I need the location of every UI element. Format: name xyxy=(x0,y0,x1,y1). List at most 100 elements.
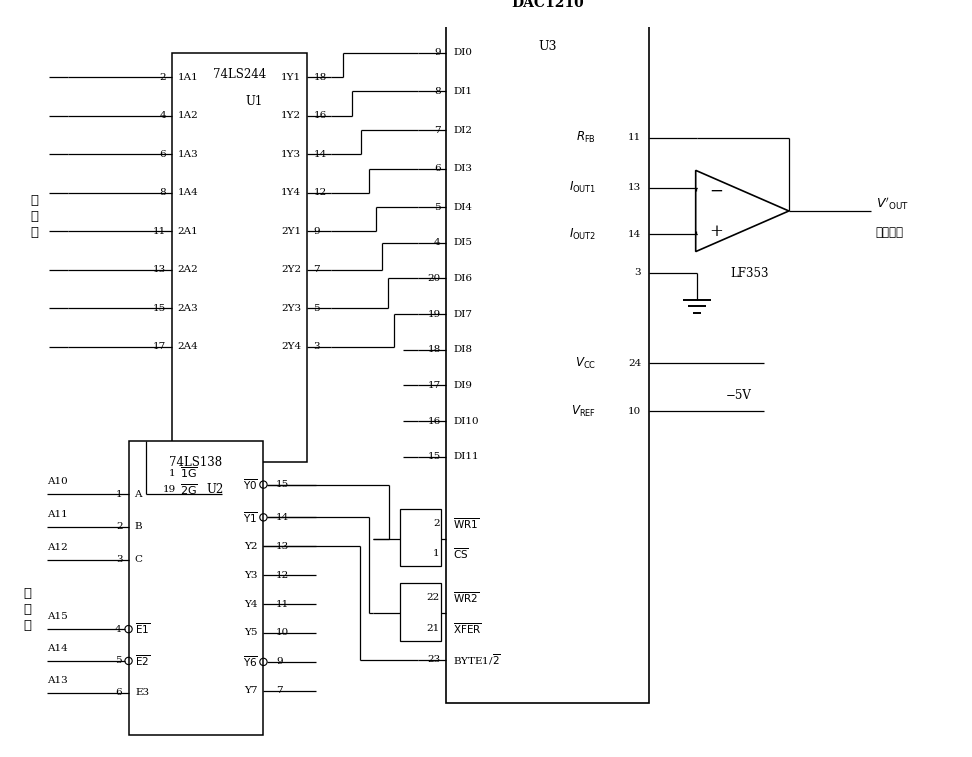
Text: 1A4: 1A4 xyxy=(178,188,198,197)
Text: 1A3: 1A3 xyxy=(178,150,198,159)
Bar xyxy=(400,583,440,640)
Text: 1Y2: 1Y2 xyxy=(281,111,301,120)
Text: 10: 10 xyxy=(276,628,290,637)
Text: A12: A12 xyxy=(47,543,67,552)
Text: $V'_{\mathsf{OUT}}$: $V'_{\mathsf{OUT}}$ xyxy=(876,195,909,211)
Text: 2Y4: 2Y4 xyxy=(281,342,301,351)
Text: $\overline{\mathsf{XFER}}$: $\overline{\mathsf{XFER}}$ xyxy=(453,621,482,636)
Text: DI4: DI4 xyxy=(453,203,472,212)
Text: DI7: DI7 xyxy=(453,310,472,319)
Text: 10: 10 xyxy=(628,407,642,416)
Text: 19: 19 xyxy=(428,310,440,319)
Text: U2: U2 xyxy=(207,483,224,496)
Text: 7: 7 xyxy=(276,687,283,695)
Text: 6: 6 xyxy=(115,688,122,697)
Text: 17: 17 xyxy=(428,381,440,390)
Text: LF353: LF353 xyxy=(731,267,769,280)
Text: 74LS244: 74LS244 xyxy=(213,67,266,81)
Text: 5: 5 xyxy=(434,203,440,212)
Text: 18: 18 xyxy=(428,345,440,354)
Text: 74LS138: 74LS138 xyxy=(169,456,223,469)
Text: 15: 15 xyxy=(276,480,290,489)
Text: 12: 12 xyxy=(314,188,327,197)
Text: 3: 3 xyxy=(314,342,320,351)
Text: 5: 5 xyxy=(314,304,320,313)
Text: 2Y2: 2Y2 xyxy=(281,265,301,274)
Text: +: + xyxy=(710,223,723,240)
Text: $\overline{\mathsf{WR1}}$: $\overline{\mathsf{WR1}}$ xyxy=(453,516,479,531)
Text: DI9: DI9 xyxy=(453,381,472,390)
Text: 21: 21 xyxy=(427,624,439,633)
Text: 20: 20 xyxy=(428,274,440,283)
Text: A: A xyxy=(134,490,142,499)
Text: DI6: DI6 xyxy=(453,274,472,283)
Text: 14: 14 xyxy=(276,512,290,522)
Text: 19: 19 xyxy=(162,485,176,494)
Text: 15: 15 xyxy=(428,452,440,461)
Text: 5: 5 xyxy=(115,656,122,665)
Text: A10: A10 xyxy=(47,477,67,486)
Text: 15: 15 xyxy=(153,304,166,313)
Text: Y5: Y5 xyxy=(244,628,258,637)
Text: $\overline{\mathsf{2G}}$: $\overline{\mathsf{2G}}$ xyxy=(180,482,198,497)
Text: $V_{\mathsf{REF}}$: $V_{\mathsf{REF}}$ xyxy=(571,403,596,419)
Text: 1: 1 xyxy=(116,490,122,499)
Text: A13: A13 xyxy=(47,676,67,684)
Text: 11: 11 xyxy=(628,133,642,142)
Text: 23: 23 xyxy=(428,656,440,665)
Text: 2: 2 xyxy=(434,519,439,528)
Text: 4: 4 xyxy=(115,625,122,634)
Text: $V_{\mathsf{CC}}$: $V_{\mathsf{CC}}$ xyxy=(574,356,596,371)
Bar xyxy=(172,53,307,463)
Text: 3: 3 xyxy=(635,268,642,277)
Text: 1A1: 1A1 xyxy=(178,73,198,82)
Text: $I_{\mathsf{OUT2}}$: $I_{\mathsf{OUT2}}$ xyxy=(569,226,596,241)
Text: E3: E3 xyxy=(135,688,150,697)
Text: 2Y3: 2Y3 xyxy=(281,304,301,313)
Text: A15: A15 xyxy=(47,612,67,621)
Text: 1Y4: 1Y4 xyxy=(281,188,301,197)
Text: 24: 24 xyxy=(628,359,642,368)
Text: 4: 4 xyxy=(159,111,166,120)
Text: 17: 17 xyxy=(153,342,166,351)
Text: Y7: Y7 xyxy=(244,687,258,695)
Text: 1: 1 xyxy=(434,550,439,559)
Text: 2A2: 2A2 xyxy=(178,265,198,274)
Text: 2A1: 2A1 xyxy=(178,226,198,235)
Text: $\overline{\mathsf{E1}}$: $\overline{\mathsf{E1}}$ xyxy=(135,621,151,637)
Text: C: C xyxy=(134,555,142,564)
Text: DI10: DI10 xyxy=(453,416,479,425)
Text: 电压输出: 电压输出 xyxy=(876,226,904,238)
Text: BYTE1/$\overline{\mathsf{2}}$: BYTE1/$\overline{\mathsf{2}}$ xyxy=(453,653,501,667)
Text: DI1: DI1 xyxy=(453,87,472,96)
Text: −: − xyxy=(710,182,723,199)
Text: DI5: DI5 xyxy=(453,238,472,248)
Text: 14: 14 xyxy=(628,229,642,238)
Text: DI11: DI11 xyxy=(453,452,479,461)
Bar xyxy=(400,509,440,566)
Text: A14: A14 xyxy=(47,644,67,653)
Text: DI8: DI8 xyxy=(453,345,472,354)
Text: −5V: −5V xyxy=(726,389,751,403)
Text: 16: 16 xyxy=(428,416,440,425)
Text: 2: 2 xyxy=(116,522,122,531)
Text: 1Y1: 1Y1 xyxy=(281,73,301,82)
Bar xyxy=(446,19,649,703)
Text: 1Y3: 1Y3 xyxy=(281,150,301,159)
Text: 数
据
线: 数 据 线 xyxy=(30,195,38,239)
Text: 1: 1 xyxy=(169,469,176,478)
Text: 13: 13 xyxy=(276,542,290,551)
Text: 18: 18 xyxy=(314,73,327,82)
Text: $I_{\mathsf{OUT1}}$: $I_{\mathsf{OUT1}}$ xyxy=(569,180,596,195)
Text: 13: 13 xyxy=(153,265,166,274)
Text: 2A4: 2A4 xyxy=(178,342,198,351)
Text: 11: 11 xyxy=(276,600,290,609)
Text: 1A2: 1A2 xyxy=(178,111,198,120)
Text: 2A3: 2A3 xyxy=(178,304,198,313)
Text: $R_{\mathsf{FB}}$: $R_{\mathsf{FB}}$ xyxy=(576,130,596,145)
Text: Y3: Y3 xyxy=(244,571,258,580)
Text: 2Y1: 2Y1 xyxy=(281,226,301,235)
Text: DAC1210: DAC1210 xyxy=(511,0,584,10)
Text: 9: 9 xyxy=(314,226,320,235)
Text: $\overline{\mathsf{Y6}}$: $\overline{\mathsf{Y6}}$ xyxy=(243,655,258,669)
